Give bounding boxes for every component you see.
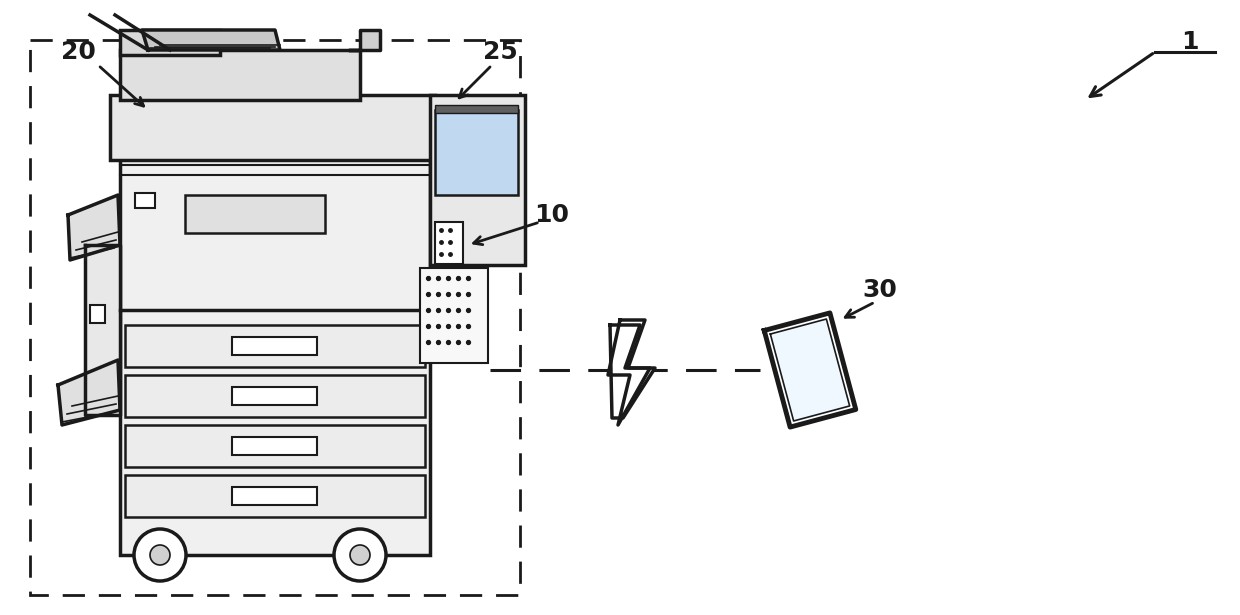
Bar bbox=[125, 475, 425, 517]
Bar bbox=[110, 95, 435, 160]
Bar bbox=[435, 222, 463, 264]
Polygon shape bbox=[608, 320, 650, 425]
Polygon shape bbox=[58, 360, 120, 425]
Bar bbox=[125, 375, 425, 417]
Circle shape bbox=[334, 529, 386, 581]
Bar bbox=[435, 105, 518, 113]
Bar bbox=[232, 487, 317, 505]
Bar bbox=[420, 268, 489, 363]
Bar bbox=[120, 30, 219, 55]
Text: 25: 25 bbox=[482, 40, 517, 64]
Polygon shape bbox=[68, 195, 120, 260]
Bar bbox=[185, 195, 325, 233]
Bar bbox=[125, 425, 425, 467]
Bar bbox=[232, 337, 317, 355]
Polygon shape bbox=[764, 313, 856, 427]
Bar bbox=[91, 305, 105, 323]
Bar bbox=[430, 95, 525, 265]
Bar bbox=[30, 40, 520, 595]
Bar bbox=[435, 110, 518, 195]
Circle shape bbox=[150, 545, 170, 565]
Text: 1: 1 bbox=[1182, 30, 1199, 54]
Bar bbox=[135, 193, 155, 208]
Bar bbox=[120, 155, 430, 555]
Bar bbox=[232, 437, 317, 455]
Text: 30: 30 bbox=[863, 278, 898, 302]
Text: 20: 20 bbox=[61, 40, 95, 64]
Polygon shape bbox=[143, 30, 280, 50]
Bar bbox=[125, 325, 425, 367]
Circle shape bbox=[350, 545, 370, 565]
Text: 10: 10 bbox=[534, 203, 569, 227]
Polygon shape bbox=[610, 325, 655, 418]
Bar bbox=[120, 50, 360, 100]
Polygon shape bbox=[770, 319, 849, 421]
Circle shape bbox=[134, 529, 186, 581]
Bar bbox=[232, 387, 317, 405]
Polygon shape bbox=[86, 245, 120, 415]
Polygon shape bbox=[350, 30, 379, 50]
